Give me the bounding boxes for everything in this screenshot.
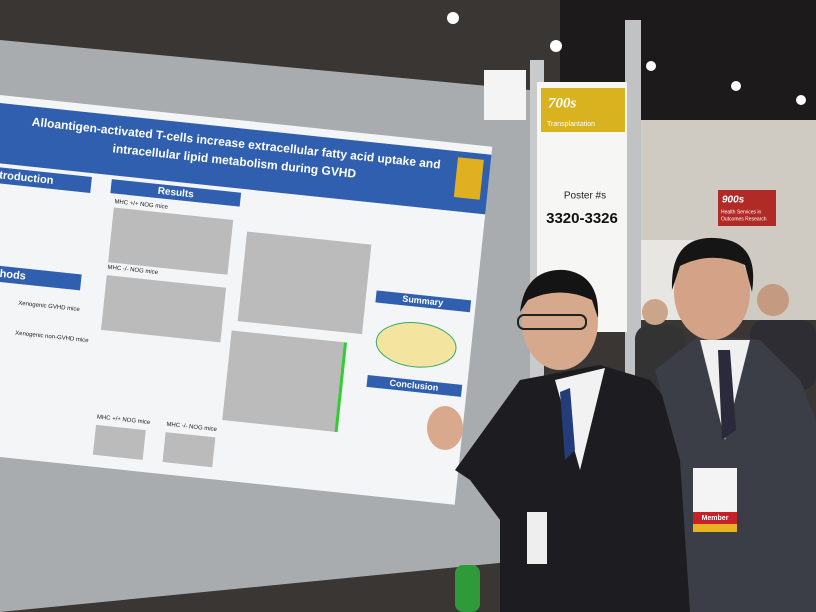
label: MHC -/- NOG mice [107, 265, 159, 276]
side-sign [718, 190, 776, 226]
side-sign-number: 900s [722, 195, 745, 206]
presenter-suit [455, 365, 695, 612]
sign-category [541, 88, 625, 132]
heatmap-strip [334, 342, 348, 433]
summary-diagram [375, 322, 457, 368]
poster-range: 3320-3326 [546, 210, 618, 227]
poster-label: Poster #s [564, 191, 606, 202]
section-header [375, 290, 472, 313]
green-object [455, 565, 480, 612]
hand [427, 406, 463, 450]
label: MHC -/- NOG mice [166, 422, 218, 433]
section-header [366, 374, 463, 397]
hair [520, 269, 599, 318]
hair [671, 237, 754, 292]
title-band [0, 101, 492, 215]
person-head [757, 284, 789, 316]
badge-ribbon [693, 512, 737, 524]
badge-ribbon [693, 524, 737, 532]
section-header [0, 165, 92, 193]
notice [484, 70, 526, 120]
side-sign-text: Health Services in [721, 209, 762, 215]
section-header [0, 263, 82, 291]
section-title: Results [157, 186, 195, 201]
person-head [642, 299, 668, 325]
section-title: Methods [0, 266, 26, 283]
section-header [110, 179, 242, 207]
glasses [517, 314, 587, 330]
sign-number: 700s [548, 95, 577, 111]
ceiling-lights [447, 12, 806, 105]
label: MHC +/+ NOG mice [97, 414, 152, 426]
logo [453, 157, 484, 200]
poster: Alloantigen-activated T-cells increase e… [0, 93, 493, 505]
tie [560, 388, 575, 460]
badge [527, 512, 547, 564]
badge-label: Member [702, 515, 729, 522]
man-face [674, 244, 750, 340]
tie [718, 350, 736, 440]
figure-panels [92, 207, 372, 468]
label: MHC +/+ NOG mice [114, 199, 169, 211]
presenter-face [522, 274, 598, 370]
section-title: Summary [402, 294, 444, 308]
sign-category-text: Transplantation [547, 121, 595, 128]
section-title: Introduction [0, 168, 54, 187]
side-sign-text: Outcomes Research [721, 216, 767, 222]
